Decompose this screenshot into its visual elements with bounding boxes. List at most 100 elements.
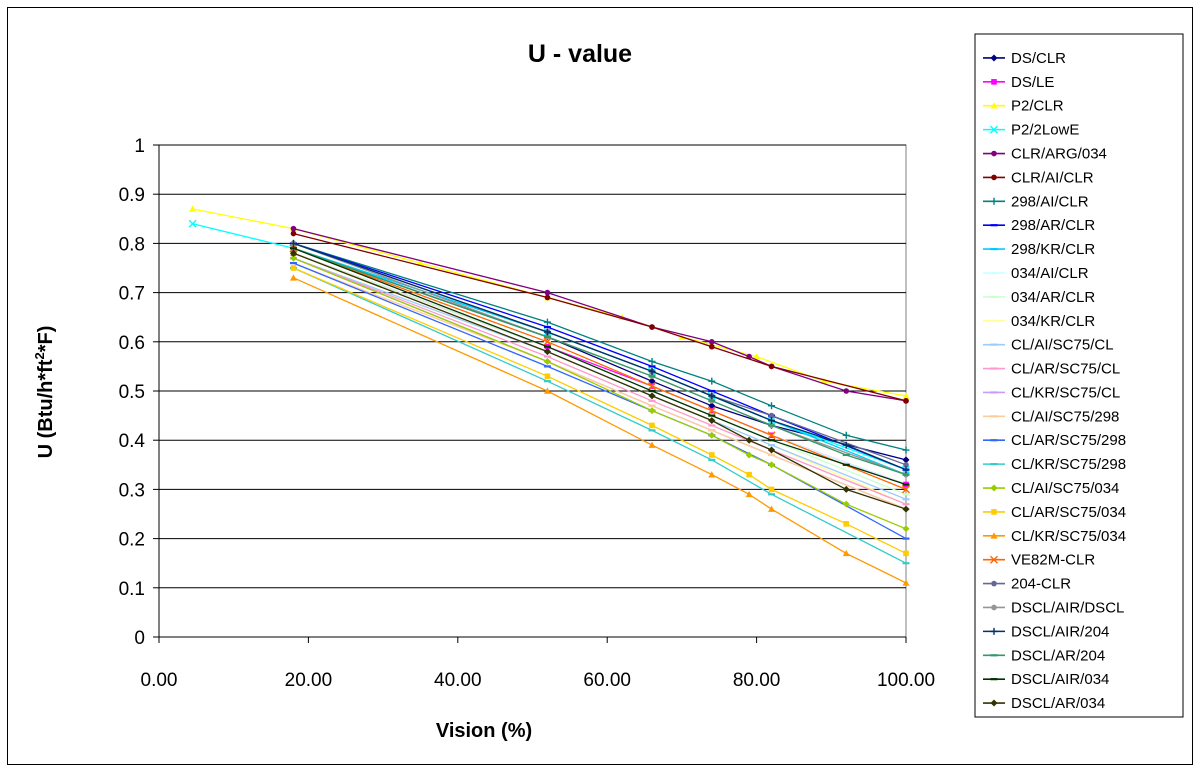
series-line <box>293 242 907 471</box>
data-point <box>768 363 775 370</box>
legend-item: CL/AI/SC75/CL <box>983 337 1114 354</box>
legend-item: DSCL/AIR/034 <box>983 671 1109 688</box>
legend-item: VE82M-CLR <box>983 552 1095 569</box>
series-dscl-air-034 <box>289 247 910 486</box>
series-line <box>293 252 907 510</box>
data-point <box>708 417 716 425</box>
legend-item: 204-CLR <box>983 576 1071 593</box>
y-tick-label: 0 <box>134 628 145 649</box>
legend-label: CL/AR/SC75/CL <box>1011 361 1120 378</box>
legend-label: CL/AR/SC75/298 <box>1011 432 1126 449</box>
legend-label: CL/AR/SC75/034 <box>1011 504 1126 521</box>
y-tick-label: 0.4 <box>119 431 146 452</box>
data-point <box>290 265 297 271</box>
legend-label: DSCL/AR/204 <box>1011 647 1105 664</box>
data-point <box>648 367 656 375</box>
data-point <box>188 219 197 228</box>
data-point <box>544 373 551 380</box>
data-point <box>842 441 850 449</box>
data-point <box>842 431 850 439</box>
data-point <box>543 337 552 346</box>
data-point <box>289 274 297 281</box>
data-point <box>768 505 776 512</box>
data-point <box>290 225 297 232</box>
data-point <box>902 485 910 494</box>
legend-item: 298/AI/CLR <box>983 193 1089 210</box>
data-point <box>902 466 910 474</box>
y-tick-label: 0.3 <box>119 480 145 501</box>
data-point <box>543 387 551 394</box>
x-tick-label: 100.00 <box>877 670 935 691</box>
data-point <box>708 339 715 345</box>
legend-item: 298/AR/CLR <box>983 217 1095 234</box>
data-point <box>843 388 850 394</box>
legend-item: DS/CLR <box>983 50 1066 67</box>
data-point <box>649 324 655 330</box>
legend-item: 298/KR/CLR <box>983 241 1095 258</box>
y-axis-title-main: U (Btu/h*ft <box>35 359 57 458</box>
data-point <box>648 407 656 415</box>
data-point <box>543 318 551 326</box>
data-point <box>708 402 716 410</box>
legend-marker <box>991 174 997 181</box>
data-point <box>708 431 716 439</box>
legend-label: P2/CLR <box>1011 98 1064 115</box>
legend-label: CL/KR/SC75/298 <box>1011 456 1126 473</box>
legend-item: 034/AR/CLR <box>983 289 1095 306</box>
legend-label: 298/AR/CLR <box>1011 217 1095 234</box>
legend-marker <box>990 627 998 635</box>
legend-marker <box>990 555 998 564</box>
y-tick-label: 0.8 <box>119 234 145 255</box>
x-tick-label: 80.00 <box>733 670 781 691</box>
y-tick-label: 0.2 <box>119 530 145 551</box>
legend-item: 034/AI/CLR <box>983 265 1089 282</box>
data-point <box>842 485 850 493</box>
data-point <box>902 525 910 533</box>
series-line <box>293 267 907 564</box>
series-line <box>293 227 907 402</box>
data-point <box>745 451 753 459</box>
legend-item: CLR/ARG/034 <box>983 146 1107 163</box>
legend-label: DS/LE <box>1011 74 1054 91</box>
legend-label: CL/AI/SC75/CL <box>1011 337 1114 354</box>
legend-marker <box>990 54 998 62</box>
legend-marker <box>990 699 998 707</box>
legend-label: CL/AI/SC75/034 <box>1011 480 1119 497</box>
data-point <box>543 348 551 356</box>
series-line <box>293 262 907 510</box>
data-point <box>649 422 655 429</box>
legend-item: CL/KR/SC75/CL <box>983 384 1120 401</box>
y-tick-label: 0.6 <box>119 333 145 354</box>
data-point <box>768 446 776 454</box>
data-point <box>648 377 656 385</box>
data-point <box>903 462 909 468</box>
legend-marker <box>991 580 997 587</box>
legend-label: VE82M-CLR <box>1011 552 1095 569</box>
data-point <box>708 343 715 350</box>
data-point <box>708 377 716 385</box>
data-point <box>708 471 716 478</box>
data-point <box>842 549 850 557</box>
y-tick-label: 0.1 <box>119 579 145 600</box>
series-dscl-air-204 <box>289 239 910 474</box>
legend-label: 204-CLR <box>1011 576 1071 593</box>
legend-label: 034/KR/CLR <box>1011 313 1095 330</box>
legend-marker <box>991 604 997 611</box>
legend-label: 034/AI/CLR <box>1011 265 1089 282</box>
data-point <box>544 289 551 296</box>
legend-marker <box>990 532 998 539</box>
data-point <box>708 392 716 400</box>
legend-label: CLR/ARG/034 <box>1011 146 1107 163</box>
data-point <box>708 452 715 458</box>
legend-marker <box>991 79 997 85</box>
data-point <box>543 357 551 365</box>
y-tick-label: 0.7 <box>119 284 145 305</box>
series-line <box>293 247 907 491</box>
data-point <box>289 254 297 262</box>
legend-marker <box>990 125 998 134</box>
legend-marker <box>991 150 997 157</box>
data-point <box>903 398 909 404</box>
data-point <box>746 471 752 478</box>
legend-item: DSCL/AIR/DSCL <box>983 599 1124 616</box>
